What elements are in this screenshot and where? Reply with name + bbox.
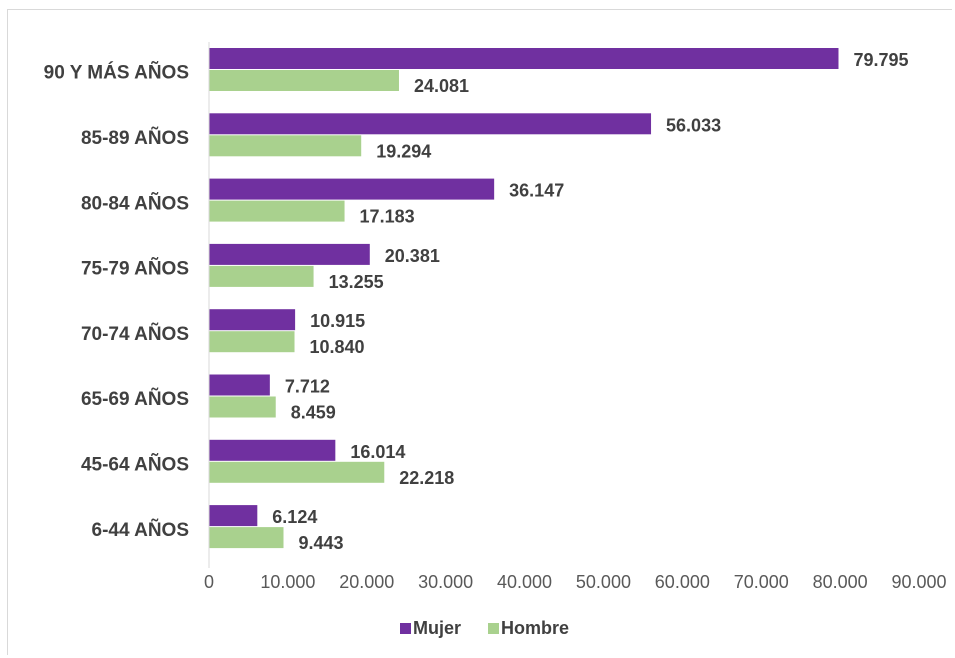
data-label-hombre: 17.183 bbox=[360, 207, 415, 227]
bar-hombre bbox=[209, 461, 385, 483]
legend-label-mujer: Mujer bbox=[413, 618, 461, 638]
data-label-hombre: 19.294 bbox=[376, 141, 431, 161]
category-label: 80-84 AÑOS bbox=[81, 192, 189, 214]
data-label-hombre: 22.218 bbox=[399, 468, 454, 488]
bar-hombre bbox=[209, 265, 314, 287]
data-label-hombre: 9.443 bbox=[298, 533, 343, 553]
data-label-mujer: 20.381 bbox=[385, 246, 440, 266]
x-tick-label: 0 bbox=[204, 572, 214, 592]
x-tick-label: 10.000 bbox=[260, 572, 315, 592]
bar-mujer bbox=[209, 113, 652, 135]
data-label-hombre: 24.081 bbox=[414, 76, 469, 96]
legend: Mujer Hombre bbox=[400, 618, 569, 638]
x-tick-label: 30.000 bbox=[418, 572, 473, 592]
data-label-mujer: 10.915 bbox=[310, 311, 365, 331]
x-tick-label: 40.000 bbox=[497, 572, 552, 592]
category-label: 45-64 AÑOS bbox=[81, 453, 189, 475]
x-tick-label: 70.000 bbox=[734, 572, 789, 592]
data-label-hombre: 8.459 bbox=[291, 403, 336, 423]
value-labels: 79.795 24.081 56.033 19.294 36.147 17.183 20.3… bbox=[272, 50, 908, 553]
bar-hombre bbox=[209, 527, 284, 549]
category-label: 65-69 AÑOS bbox=[81, 388, 189, 410]
category-label: 75-79 AÑOS bbox=[81, 258, 189, 280]
chart-frame bbox=[7, 9, 952, 655]
legend-label-hombre: Hombre bbox=[501, 618, 569, 638]
data-label-hombre: 13.255 bbox=[329, 272, 384, 292]
data-label-mujer: 56.033 bbox=[666, 115, 721, 135]
data-label-mujer: 79.795 bbox=[853, 50, 908, 70]
bar-mujer bbox=[209, 374, 270, 396]
x-tick-label: 90.000 bbox=[891, 572, 946, 592]
x-tick-label: 20.000 bbox=[339, 572, 394, 592]
category-label: 6-44 AÑOS bbox=[92, 519, 190, 541]
bars-group bbox=[209, 48, 839, 549]
bar-hombre bbox=[209, 135, 362, 157]
bar-mujer bbox=[209, 48, 839, 69]
bar-hombre bbox=[209, 70, 399, 91]
bar-hombre bbox=[209, 396, 276, 418]
bar-mujer bbox=[209, 505, 258, 527]
bar-mujer bbox=[209, 439, 336, 461]
bar-hombre bbox=[209, 200, 345, 222]
data-label-mujer: 7.712 bbox=[285, 377, 330, 397]
data-label-mujer: 36.147 bbox=[509, 181, 564, 201]
bar-hombre bbox=[209, 331, 295, 353]
legend-swatch-hombre bbox=[488, 623, 499, 634]
bar-mujer bbox=[209, 243, 370, 265]
category-label: 90 Y MÁS AÑOS bbox=[44, 62, 189, 84]
category-label: 70-74 AÑOS bbox=[81, 323, 189, 345]
bar-mujer bbox=[209, 309, 296, 331]
x-tick-label: 80.000 bbox=[813, 572, 868, 592]
data-label-mujer: 16.014 bbox=[350, 442, 405, 462]
category-labels: 90 Y MÁS AÑOS 85-89 AÑOS 80-84 AÑOS 75-79 A… bbox=[44, 62, 189, 541]
data-label-mujer: 6.124 bbox=[272, 507, 317, 527]
legend-swatch-mujer bbox=[400, 623, 411, 634]
bar-mujer bbox=[209, 178, 495, 200]
x-tick-label: 50.000 bbox=[576, 572, 631, 592]
x-tick-label: 60.000 bbox=[655, 572, 710, 592]
x-axis-ticks: 0 10.000 20.000 30.000 40.000 50.000 60.000 70.… bbox=[204, 572, 947, 592]
data-label-hombre: 10.840 bbox=[310, 337, 365, 357]
category-label: 85-89 AÑOS bbox=[81, 127, 189, 149]
